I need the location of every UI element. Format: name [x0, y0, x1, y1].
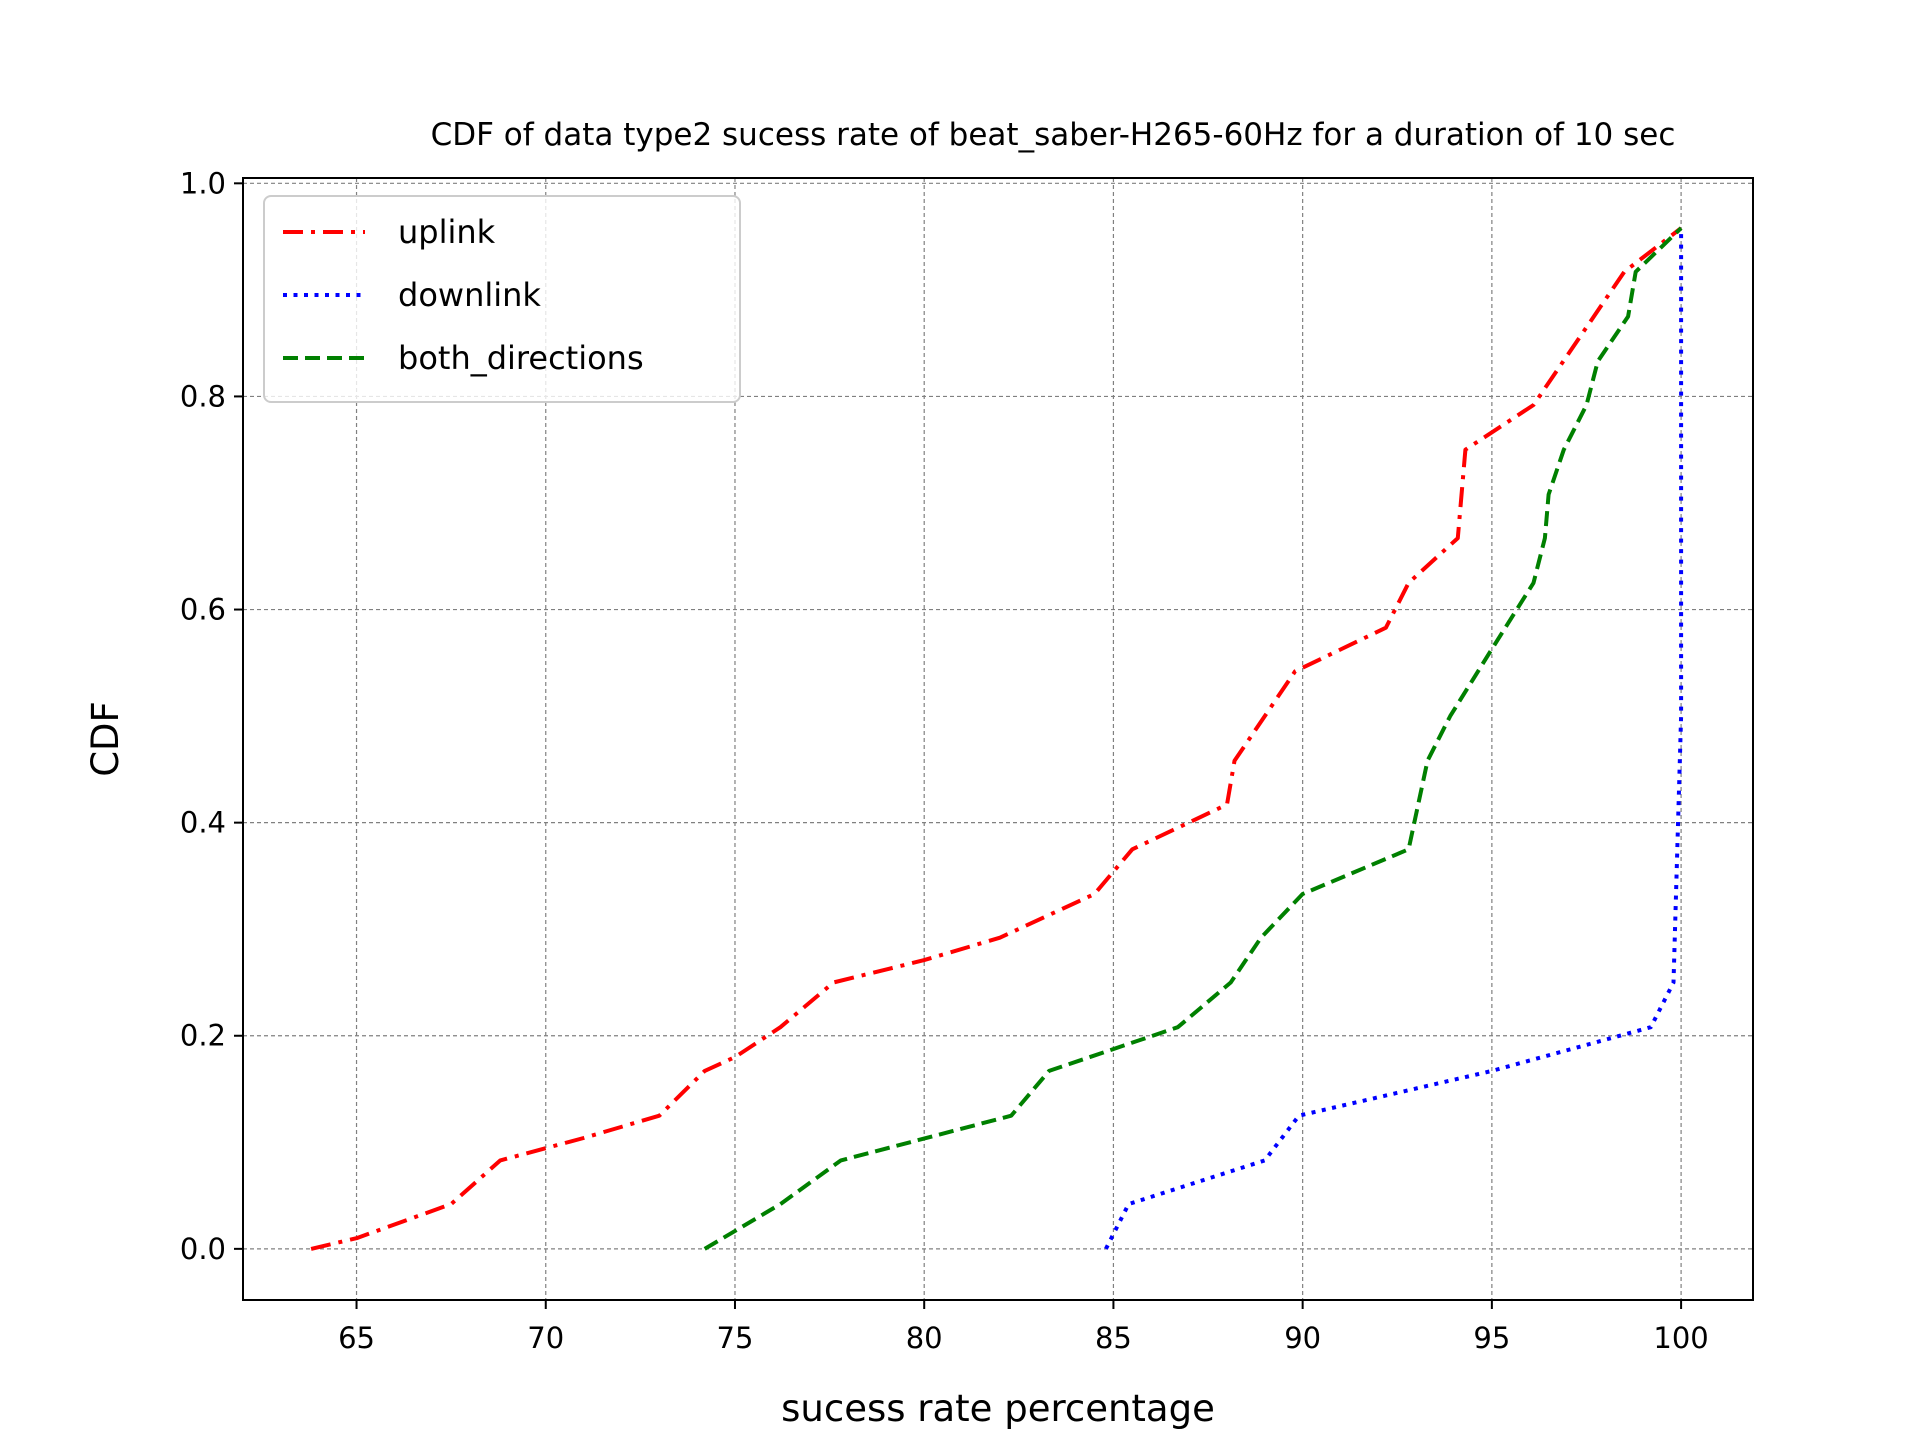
grid: [243, 178, 1753, 1300]
series-line-downlink: [1104, 228, 1684, 1250]
x-tick-label: 80: [906, 1321, 943, 1355]
legend-label-both-directions: both_directions: [398, 339, 644, 377]
x-tick-label: 65: [338, 1321, 375, 1355]
x-tick-label: 75: [717, 1321, 754, 1355]
y-tick-label: 1.0: [180, 166, 226, 200]
legend-label-downlink: downlink: [398, 276, 541, 314]
series-line-both-directions: [703, 226, 1683, 1251]
x-axis-title: sucess rate percentage: [781, 1387, 1215, 1430]
legend-label-uplink: uplink: [398, 213, 496, 251]
y-tick-label: 0.6: [180, 593, 226, 627]
series-lines: [310, 226, 1684, 1251]
x-tick-label: 95: [1473, 1321, 1510, 1355]
x-tick-label: 100: [1653, 1321, 1708, 1355]
axis-ticks: 65 70 75 80 85 90 95 100 0.0 0.2 0.4 0.6 0.8 1.0: [180, 166, 1709, 1355]
x-tick-label: 85: [1095, 1321, 1132, 1355]
plot-frame: [242, 177, 1754, 1301]
y-tick-label: 0.4: [180, 806, 226, 840]
y-axis-title: CDF: [84, 701, 127, 777]
chart-title: CDF of data type2 sucess rate of beat_sa…: [431, 117, 1676, 153]
x-tick-label: 70: [527, 1321, 564, 1355]
legend: uplink downlink both_directions: [263, 195, 741, 403]
y-tick-label: 0.8: [180, 379, 226, 413]
y-tick-label: 0.2: [180, 1019, 226, 1053]
series-line-uplink: [310, 226, 1683, 1251]
x-tick-label: 90: [1284, 1321, 1321, 1355]
y-tick-label: 0.0: [180, 1232, 226, 1266]
legend-box: [263, 195, 741, 403]
